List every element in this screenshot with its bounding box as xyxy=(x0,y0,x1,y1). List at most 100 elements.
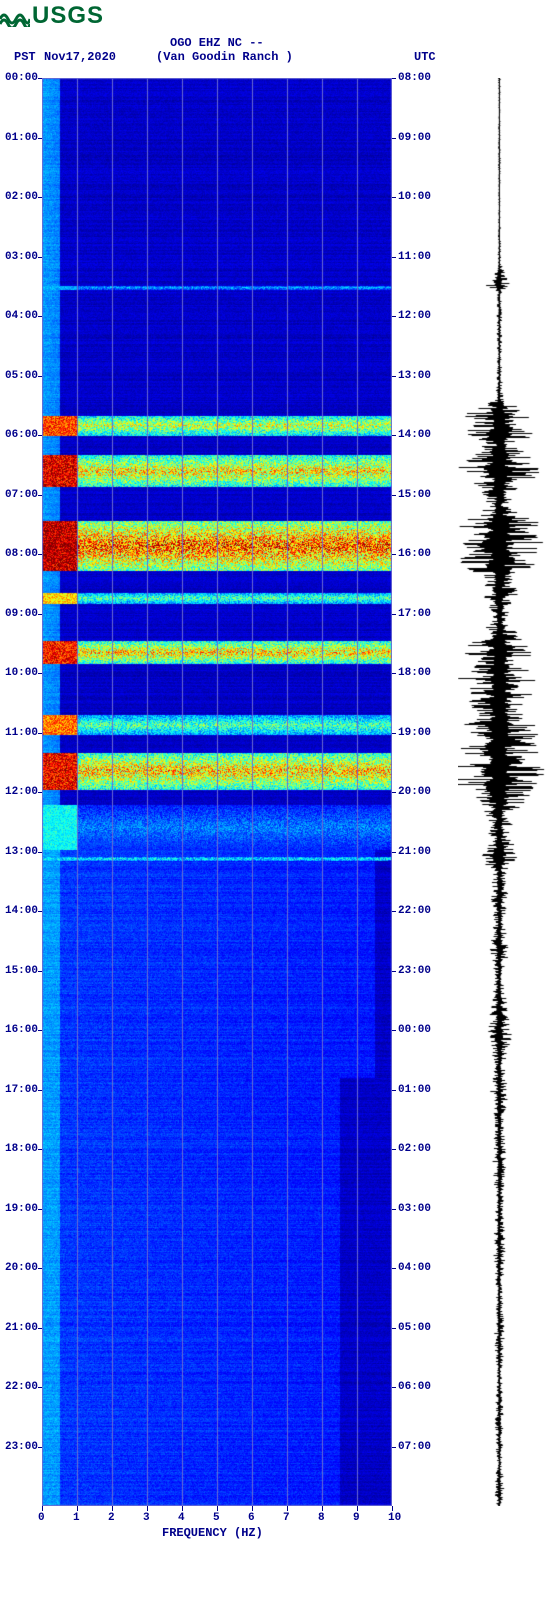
right-timezone: UTC xyxy=(414,50,436,64)
pst-time-label: 18:00 xyxy=(0,1143,38,1155)
left-timezone: PST xyxy=(14,50,36,64)
pst-time-label: 05:00 xyxy=(0,370,38,382)
tick-mark xyxy=(38,316,42,317)
tick-mark xyxy=(392,257,396,258)
pst-time-label: 06:00 xyxy=(0,429,38,441)
utc-time-label: 17:00 xyxy=(398,608,431,620)
tick-mark xyxy=(38,792,42,793)
tick-mark xyxy=(38,1447,42,1448)
pst-time-label: 12:00 xyxy=(0,786,38,798)
tick-mark xyxy=(38,1328,42,1329)
tick-mark xyxy=(38,554,42,555)
x-tick-label: 9 xyxy=(353,1512,360,1524)
x-tick-label: 0 xyxy=(38,1512,45,1524)
tick-mark xyxy=(392,971,396,972)
date-label: Nov17,2020 xyxy=(44,50,116,64)
x-tick-mark xyxy=(77,1506,78,1511)
pst-time-label: 01:00 xyxy=(0,132,38,144)
tick-mark xyxy=(392,376,396,377)
waveform-canvas xyxy=(458,78,550,1506)
tick-mark xyxy=(38,614,42,615)
tick-mark xyxy=(392,792,396,793)
pst-time-label: 15:00 xyxy=(0,965,38,977)
tick-mark xyxy=(38,1149,42,1150)
tick-mark xyxy=(392,78,396,79)
tick-mark xyxy=(392,911,396,912)
tick-mark xyxy=(38,257,42,258)
tick-mark xyxy=(392,1090,396,1091)
x-tick-mark xyxy=(357,1506,358,1511)
tick-mark xyxy=(38,78,42,79)
pst-time-label: 03:00 xyxy=(0,251,38,263)
tick-mark xyxy=(38,733,42,734)
pst-time-label: 17:00 xyxy=(0,1084,38,1096)
utc-time-label: 00:00 xyxy=(398,1024,431,1036)
tick-mark xyxy=(392,1209,396,1210)
tick-mark xyxy=(392,197,396,198)
utc-time-label: 15:00 xyxy=(398,489,431,501)
utc-time-label: 12:00 xyxy=(398,310,431,322)
utc-time-label: 14:00 xyxy=(398,429,431,441)
tick-mark xyxy=(392,614,396,615)
spectrogram-plot xyxy=(42,78,392,1506)
pst-time-label: 20:00 xyxy=(0,1262,38,1274)
spectrogram-page: USGS OGO EHZ NC -- (Van Goodin Ranch ) P… xyxy=(0,0,552,1613)
tick-mark xyxy=(38,1030,42,1031)
x-axis-title: FREQUENCY (HZ) xyxy=(162,1526,263,1540)
utc-time-label: 04:00 xyxy=(398,1262,431,1274)
x-tick-label: 3 xyxy=(143,1512,150,1524)
pst-time-label: 13:00 xyxy=(0,846,38,858)
tick-mark xyxy=(38,971,42,972)
pst-time-label: 09:00 xyxy=(0,608,38,620)
tick-mark xyxy=(392,435,396,436)
x-tick-mark xyxy=(392,1506,393,1511)
tick-mark xyxy=(392,1328,396,1329)
pst-time-label: 14:00 xyxy=(0,905,38,917)
utc-time-label: 11:00 xyxy=(398,251,431,263)
tick-mark xyxy=(392,733,396,734)
station-id: OGO EHZ NC -- xyxy=(170,36,264,50)
x-tick-mark xyxy=(42,1506,43,1511)
x-tick-mark xyxy=(112,1506,113,1511)
tick-mark xyxy=(38,852,42,853)
pst-time-label: 19:00 xyxy=(0,1203,38,1215)
waveform-plot xyxy=(458,78,550,1506)
pst-time-label: 16:00 xyxy=(0,1024,38,1036)
pst-time-label: 04:00 xyxy=(0,310,38,322)
utc-time-label: 18:00 xyxy=(398,667,431,679)
utc-time-label: 19:00 xyxy=(398,727,431,739)
tick-mark xyxy=(38,1090,42,1091)
utc-time-label: 22:00 xyxy=(398,905,431,917)
tick-mark xyxy=(38,673,42,674)
x-tick-mark xyxy=(217,1506,218,1511)
tick-mark xyxy=(38,1387,42,1388)
pst-time-label: 02:00 xyxy=(0,191,38,203)
tick-mark xyxy=(392,1149,396,1150)
tick-mark xyxy=(38,1209,42,1210)
x-tick-mark xyxy=(182,1506,183,1511)
utc-time-label: 13:00 xyxy=(398,370,431,382)
station-location: (Van Goodin Ranch ) xyxy=(156,50,293,64)
x-tick-label: 4 xyxy=(178,1512,185,1524)
utc-time-label: 06:00 xyxy=(398,1381,431,1393)
x-tick-label: 6 xyxy=(248,1512,255,1524)
x-tick-mark xyxy=(252,1506,253,1511)
tick-mark xyxy=(38,376,42,377)
tick-mark xyxy=(38,138,42,139)
tick-mark xyxy=(392,316,396,317)
utc-time-label: 02:00 xyxy=(398,1143,431,1155)
utc-time-label: 05:00 xyxy=(398,1322,431,1334)
tick-mark xyxy=(38,495,42,496)
utc-time-label: 21:00 xyxy=(398,846,431,858)
utc-time-label: 20:00 xyxy=(398,786,431,798)
pst-time-label: 10:00 xyxy=(0,667,38,679)
utc-time-label: 16:00 xyxy=(398,548,431,560)
tick-mark xyxy=(38,197,42,198)
tick-mark xyxy=(38,1268,42,1269)
utc-time-label: 08:00 xyxy=(398,72,431,84)
utc-time-label: 23:00 xyxy=(398,965,431,977)
utc-time-label: 07:00 xyxy=(398,1441,431,1453)
tick-mark xyxy=(392,495,396,496)
pst-time-label: 22:00 xyxy=(0,1381,38,1393)
utc-time-label: 01:00 xyxy=(398,1084,431,1096)
